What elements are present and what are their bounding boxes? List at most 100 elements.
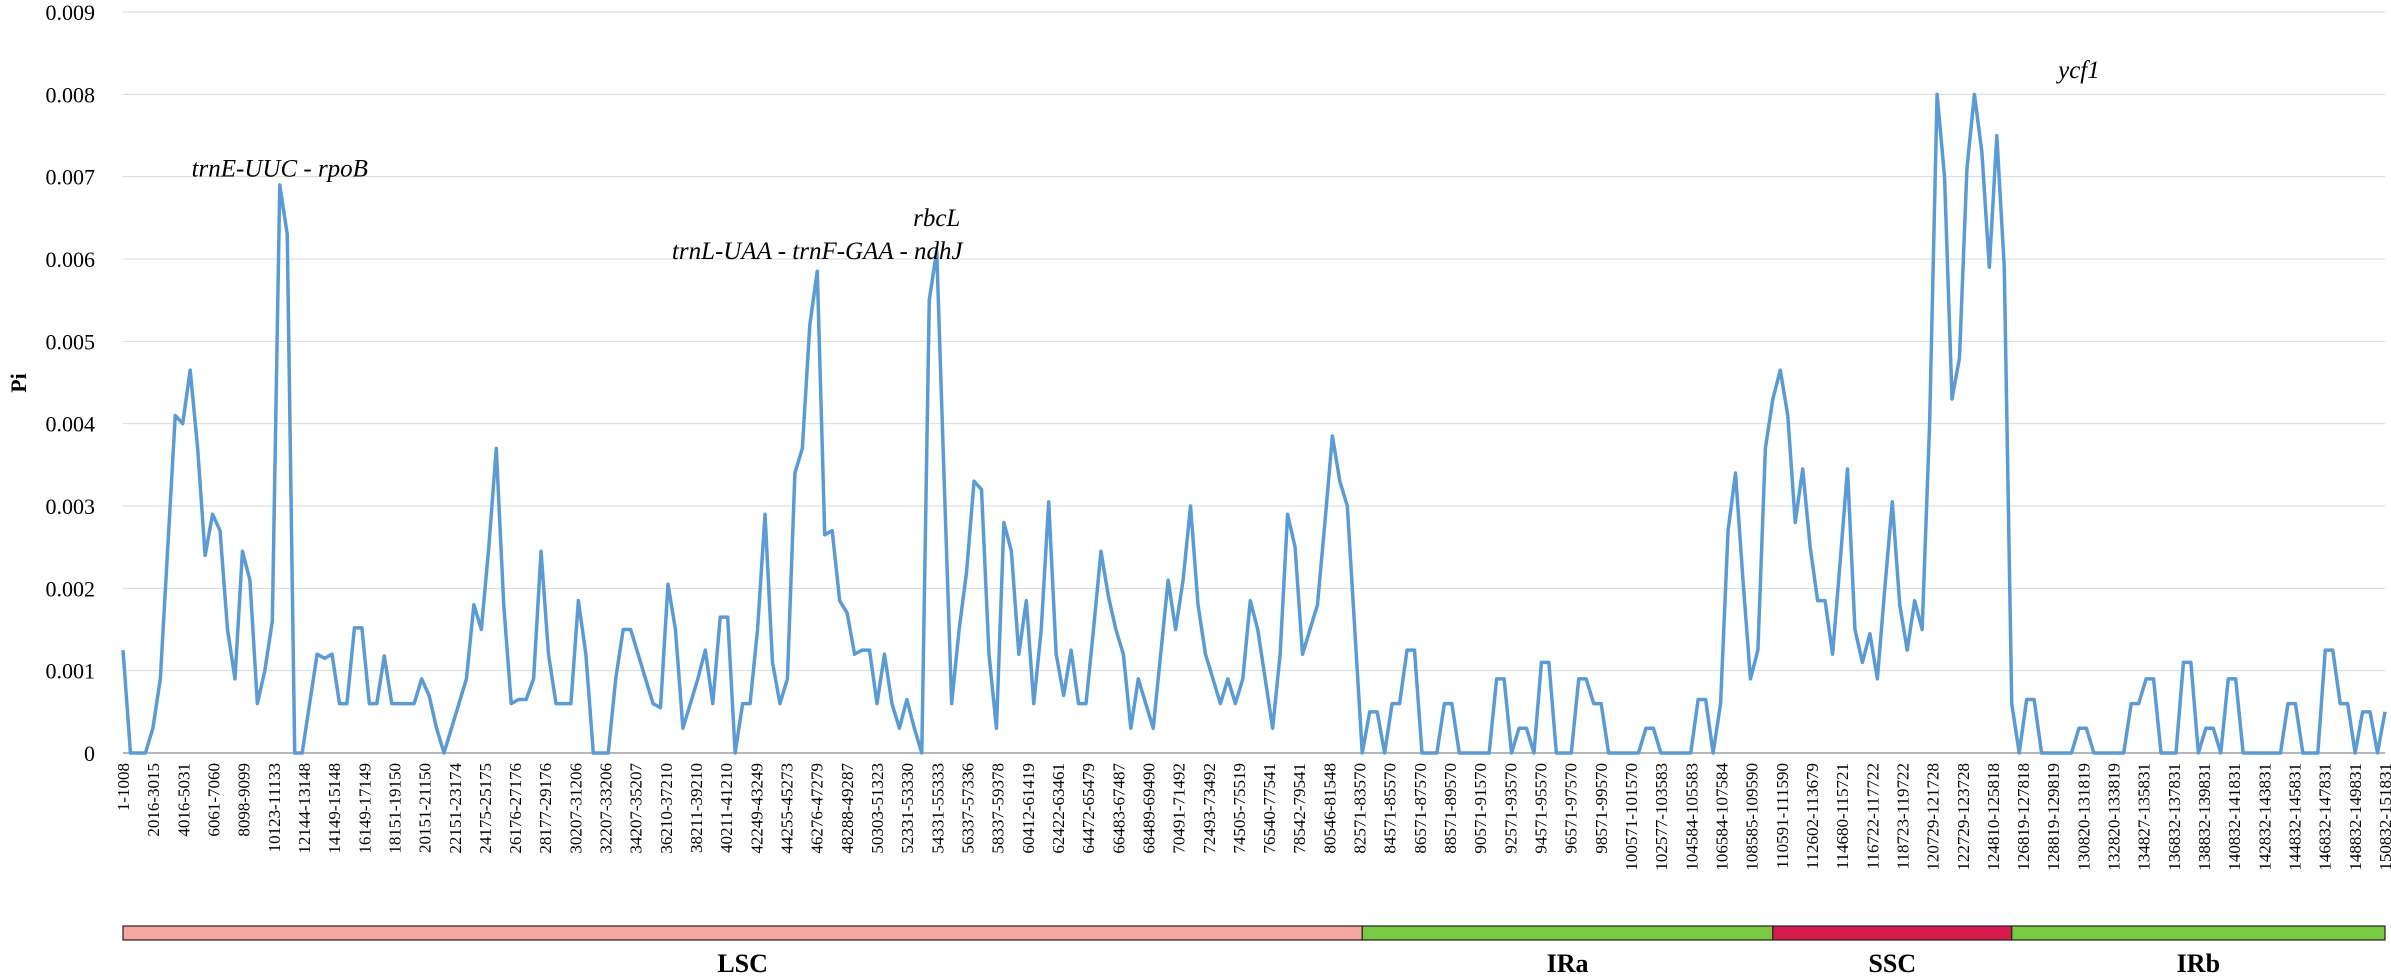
x-tick-label: 4016-5031: [174, 763, 193, 837]
region-bar-irb: [2011, 925, 2386, 941]
x-tick-label: 90571-91570: [1471, 763, 1490, 854]
x-tick-label: 126819-127818: [2014, 763, 2033, 871]
x-tick-label: 108585-109590: [1743, 763, 1762, 871]
x-tick-label: 2016-3015: [144, 763, 163, 837]
region-bar-ira: [1361, 925, 1774, 941]
x-tick-label: 40211-41210: [717, 763, 736, 853]
x-tick-label: 142832-143831: [2255, 763, 2274, 871]
gridlines: [123, 11, 2385, 672]
x-tick-label: 58337-59378: [989, 763, 1008, 854]
x-tick-label: 110591-111590: [1773, 763, 1792, 869]
x-tick-label: 104584-105583: [1682, 763, 1701, 871]
x-tick-label: 122729-123728: [1954, 763, 1973, 871]
region-label-lsc: LSC: [717, 949, 768, 978]
region-bar-ssc: [1772, 925, 2013, 941]
y-tick-label: 0.002: [46, 576, 96, 601]
x-tick-label: 106584-107584: [1712, 763, 1731, 871]
y-tick-label: 0.007: [46, 165, 96, 190]
x-tick-label: 60412-61419: [1019, 763, 1038, 854]
x-tick-label: 70491-71492: [1170, 763, 1189, 854]
x-tick-label: 88571-89570: [1441, 763, 1460, 854]
x-tick-label: 46276-47279: [808, 763, 827, 854]
x-tick-label: 86571-87570: [1411, 763, 1430, 854]
x-tick-label: 124810-125818: [1984, 763, 2003, 871]
x-tick-label: 22151-23174: [446, 763, 465, 854]
x-tick-label: 54331-55333: [928, 763, 947, 854]
x-tick-label: 140832-141831: [2225, 763, 2244, 871]
x-tick-label: 68489-69490: [1139, 763, 1158, 854]
region-label-ssc: SSC: [1868, 949, 1916, 978]
x-tick-label: 150832-151831: [2376, 763, 2391, 871]
x-tick-label: 102577-103583: [1652, 763, 1671, 871]
x-tick-label: 130820-131819: [2074, 763, 2093, 871]
y-tick-label: 0.008: [46, 82, 96, 107]
x-tick-label: 44255-45273: [778, 763, 797, 854]
x-tick-label: 96571-97570: [1562, 763, 1581, 854]
x-tick-label: 78542-79541: [1290, 763, 1309, 854]
x-tick-label: 92571-93570: [1501, 763, 1520, 854]
x-tick-label: 132820-133819: [2105, 763, 2124, 871]
x-tick-label: 18151-19150: [385, 763, 404, 854]
x-tick-label: 114680-115721: [1833, 763, 1852, 869]
x-tick-label: 26176-27176: [506, 763, 525, 854]
x-tick-label: 100571-101570: [1622, 763, 1641, 871]
x-tick-label: 116722-117722: [1863, 763, 1882, 869]
x-tick-label: 144832-145831: [2286, 763, 2305, 871]
x-tick-label: 32207-33206: [597, 763, 616, 854]
x-tick-label: 16149-17149: [355, 763, 374, 854]
x-tick-label: 76540-77541: [1260, 763, 1279, 854]
x-tick-label: 14149-15148: [325, 763, 344, 854]
x-tick-label: 74505-75519: [1230, 763, 1249, 854]
x-tick-label: 56337-57336: [958, 763, 977, 854]
x-tick-label: 72493-73492: [1200, 763, 1219, 854]
y-tick-label: 0: [84, 741, 95, 766]
x-tick-label: 62422-63461: [1049, 763, 1068, 854]
x-tick-label: 42249-43249: [747, 763, 766, 854]
x-tick-label: 50303-51323: [868, 763, 887, 854]
y-axis-ticks: 0 0.001 0.002 0.003 0.004 0.005 0.006 0.007 0.00…: [46, 0, 96, 766]
y-axis-title: Pi: [6, 373, 31, 393]
x-tick-label: 112602-113679: [1803, 763, 1822, 869]
x-tick-label: 52331-53330: [898, 763, 917, 854]
x-tick-label: 8098-9099: [235, 763, 254, 837]
annotations: trnE-UUC - rpoB trnL-UAA - trnF-GAA - ndh…: [192, 57, 2100, 265]
x-tick-label: 64472-65479: [1079, 763, 1098, 854]
y-tick-label: 0.005: [46, 329, 96, 354]
x-tick-label: 128819-129819: [2044, 763, 2063, 871]
x-tick-label: 138832-139831: [2195, 763, 2214, 871]
x-tick-label: 48288-49287: [838, 763, 857, 854]
x-tick-label: 6061-7060: [204, 763, 223, 837]
x-tick-label: 120729-121728: [1924, 763, 1943, 871]
x-tick-label: 148832-149831: [2346, 763, 2365, 871]
region-label-ira: IRa: [1547, 949, 1589, 978]
x-tick-label: 34207-35207: [627, 763, 646, 854]
y-tick-label: 0.004: [46, 412, 96, 437]
x-tick-label: 84571-85570: [1381, 763, 1400, 854]
region-bar-lsc: [122, 925, 1363, 941]
y-tick-label: 0.009: [46, 0, 96, 25]
x-tick-label: 136832-137831: [2165, 763, 2184, 871]
x-tick-label: 118723-119722: [1893, 763, 1912, 869]
x-tick-label: 80546-81548: [1320, 763, 1339, 854]
x-tick-label: 30207-31206: [566, 763, 585, 854]
x-tick-label: 1-1008: [114, 763, 133, 811]
peak-annotation: trnL-UAA - trnF-GAA - ndhJ: [672, 238, 965, 265]
x-tick-label: 10123-11133: [265, 763, 284, 852]
x-tick-label: 38211-39210: [687, 763, 706, 853]
x-tick-label: 134827-135831: [2135, 763, 2154, 871]
y-tick-label: 0.006: [46, 247, 96, 272]
x-tick-label: 36210-37210: [657, 763, 676, 854]
x-tick-label: 28177-29176: [536, 763, 555, 854]
region-label-irb: IRb: [2177, 949, 2220, 978]
x-tick-label: 66483-67487: [1109, 763, 1128, 854]
x-tick-label: 82571-83570: [1351, 763, 1370, 854]
pi-series-line: [121, 92, 2387, 755]
y-tick-label: 0.003: [46, 494, 96, 519]
x-tick-label: 12144-13148: [295, 763, 314, 854]
x-tick-label: 20151-21150: [416, 763, 435, 853]
x-tick-label: 98571-99570: [1592, 763, 1611, 854]
x-tick-label: 24175-25175: [476, 763, 495, 854]
region-bar: LSC IRa SSC IRb: [122, 925, 2386, 978]
peak-annotation: trnE-UUC - rpoB: [192, 156, 368, 183]
